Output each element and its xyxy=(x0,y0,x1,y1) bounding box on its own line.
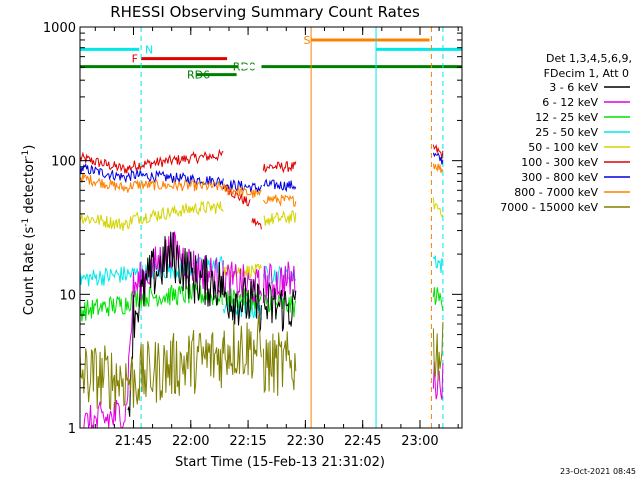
series-line xyxy=(262,194,297,207)
series-line xyxy=(223,183,262,198)
legend-label: 800 - 7000 keV xyxy=(514,186,598,199)
legend: Det 1,3,4,5,6,9, FDecim 1, Att 0 3 - 6 k… xyxy=(500,52,632,214)
legend-label: 100 - 300 keV xyxy=(521,156,598,169)
series-300to800keV-keV xyxy=(79,152,444,193)
y-tick-label: 1 xyxy=(68,422,76,437)
series-line xyxy=(263,210,297,226)
series-50to100keV-keV xyxy=(79,197,444,279)
series-line xyxy=(79,200,224,231)
series-line xyxy=(432,163,444,174)
x-tick-label: 22:30 xyxy=(287,434,324,449)
series-line xyxy=(222,315,262,379)
legend-label: 300 - 800 keV xyxy=(521,171,598,184)
x-tick-label: 22:15 xyxy=(229,434,266,449)
series-line xyxy=(251,218,262,230)
series-line xyxy=(222,276,262,333)
y-tick-label: 1000 xyxy=(43,21,76,36)
flag-label: N xyxy=(145,43,153,56)
legend-label: 25 - 50 keV xyxy=(535,126,598,139)
y-tick-label: 10 xyxy=(59,288,76,303)
series-line xyxy=(79,329,224,411)
legend-label: 6 - 12 keV xyxy=(542,96,598,109)
series-7000to15000keV-keV xyxy=(79,315,444,411)
series-line xyxy=(432,321,444,382)
legend-label: 7000 - 15000 keV xyxy=(500,201,598,214)
legend-label: 12 - 25 keV xyxy=(535,111,598,124)
series-3to6keV-keV xyxy=(127,231,297,417)
legend-header-detectors: Det 1,3,4,5,6,9, xyxy=(546,52,632,65)
chart-title: RHESSI Observing Summary Count Rates xyxy=(110,3,420,21)
x-tick-label: 22:00 xyxy=(172,434,209,449)
legend-header-decimation: FDecim 1, Att 0 xyxy=(544,67,629,80)
timestamp: 23-Oct-2021 08:45 xyxy=(560,467,636,476)
plot-frame xyxy=(79,26,463,429)
series-line xyxy=(263,178,297,193)
series-line xyxy=(432,144,444,159)
series-line xyxy=(80,231,224,429)
series-line xyxy=(79,282,224,322)
x-axis-label: Start Time (15-Feb-13 21:31:02) xyxy=(175,455,385,470)
flag-label: S xyxy=(303,34,310,47)
series-line xyxy=(432,197,444,218)
x-tick-label: 23:00 xyxy=(401,434,438,449)
series-line xyxy=(432,287,444,311)
series-line xyxy=(262,160,297,174)
flag-label: F xyxy=(132,53,138,66)
series-line xyxy=(432,255,444,274)
series-line xyxy=(262,282,297,332)
flag-label: RD6 xyxy=(187,69,210,82)
legend-label: 50 - 100 keV xyxy=(528,141,598,154)
y-tick-label: 100 xyxy=(51,155,76,170)
series-line xyxy=(222,263,262,279)
x-tick-label: 21:45 xyxy=(115,434,152,449)
series-line xyxy=(79,162,224,188)
y-axis-label: Count Rate (s-1 detector-1) xyxy=(21,145,37,316)
series-100to300keV-keV xyxy=(79,144,444,230)
legend-label: 3 - 6 keV xyxy=(549,81,598,94)
series-line xyxy=(127,231,224,417)
series-line xyxy=(432,152,444,165)
series-line xyxy=(79,148,224,174)
series-line xyxy=(262,331,297,396)
series-line xyxy=(79,173,224,193)
series-800to7000keV-keV xyxy=(79,163,444,207)
x-tick-label: 22:45 xyxy=(344,434,381,449)
series-line xyxy=(262,292,297,318)
